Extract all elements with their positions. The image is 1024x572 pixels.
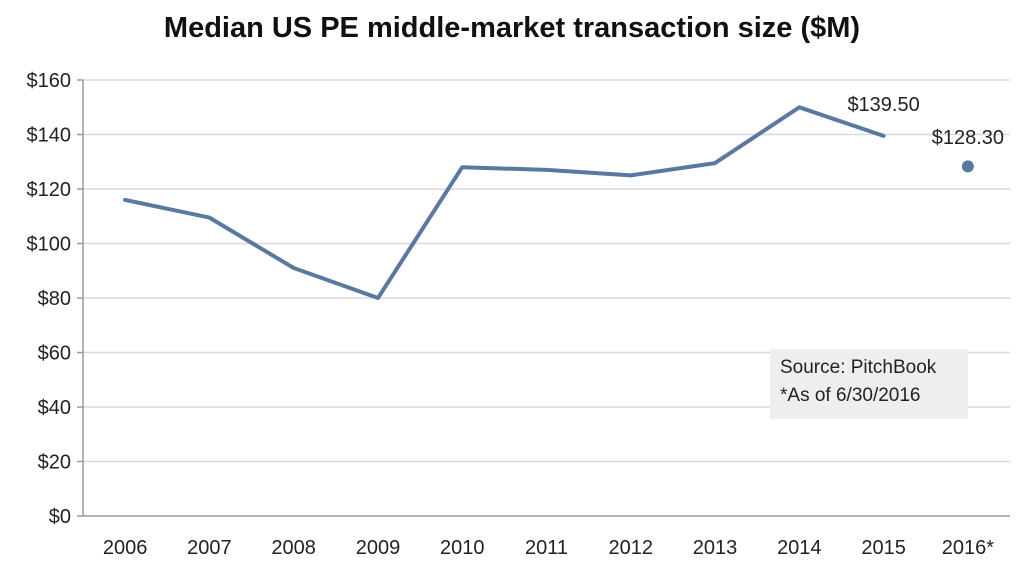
source-note-box: Source: PitchBook *As of 6/30/2016	[770, 349, 968, 419]
y-tick-label: $40	[38, 397, 71, 419]
data-point	[961, 160, 974, 173]
data-label: $139.50	[847, 94, 919, 116]
y-tick-label: $80	[38, 288, 71, 310]
x-tick-label: 2007	[187, 537, 232, 559]
source-note: Source: PitchBook	[780, 357, 937, 378]
labels-layer: $0 $20 $40 $60 $80 $100 $120 $140 $160 2006 2007 20…	[27, 70, 1005, 559]
y-tick-label: $0	[49, 506, 71, 528]
y-tick-label: $60	[38, 343, 71, 365]
y-tick-label: $100	[27, 234, 72, 256]
y-tick-label: $140	[27, 125, 72, 147]
x-tick-label: 2014	[777, 537, 822, 559]
date-note: *As of 6/30/2016	[780, 385, 921, 406]
y-tick-label: $20	[38, 452, 71, 474]
x-tick-label: 2006	[103, 537, 148, 559]
y-tick-label: $120	[27, 179, 72, 201]
series-line	[123, 105, 886, 300]
x-tick-label: 2012	[609, 537, 654, 559]
x-tick-label: 2008	[271, 537, 316, 559]
x-tick-label: 2010	[440, 537, 485, 559]
x-tick-label: 2009	[356, 537, 401, 559]
series-layer	[123, 105, 974, 300]
x-tick-label: 2011	[525, 537, 568, 559]
chart-title: Median US PE middle-market transaction s…	[163, 12, 861, 44]
x-tick-label: 2015	[861, 537, 906, 559]
x-tick-label: 2016*	[942, 537, 994, 559]
data-label: $128.30	[932, 127, 1004, 149]
axes	[77, 79, 1010, 517]
x-tick-label: 2013	[693, 537, 738, 559]
gridlines	[83, 79, 1010, 463]
y-tick-label: $160	[27, 70, 72, 92]
